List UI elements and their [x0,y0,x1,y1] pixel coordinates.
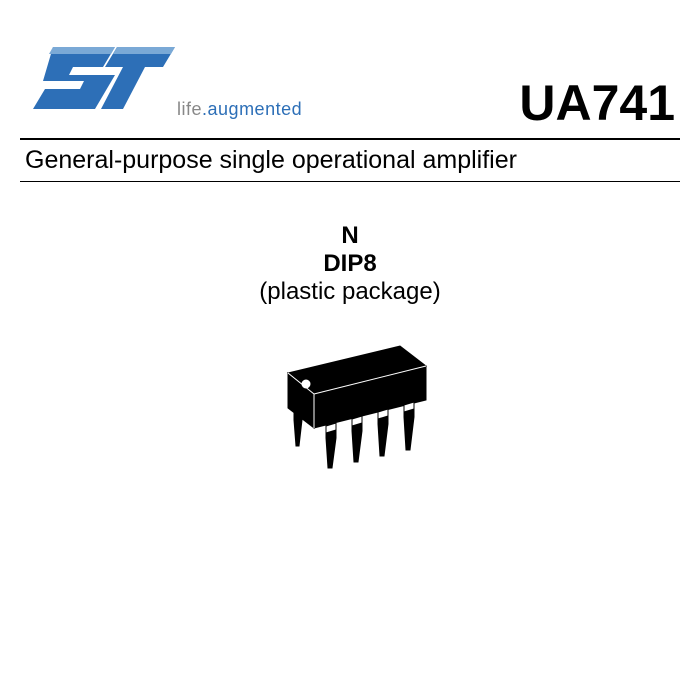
tagline-augmented: augmented [208,99,303,119]
st-logo [25,35,175,130]
package-description: (plastic package) [0,278,700,306]
dip8-chip-icon [250,328,450,488]
divider-bottom [20,181,680,182]
tagline: life.augmented [177,99,302,120]
logo-block: life.augmented [25,35,302,130]
package-block: N DIP8 (plastic package) [0,222,700,488]
part-number: UA741 [519,74,675,132]
package-code: N [0,222,700,250]
package-type: DIP8 [0,250,700,278]
tagline-life: life [177,99,202,119]
subtitle: General-purpose single operational ampli… [0,140,700,181]
header-row: life.augmented UA741 [0,0,700,138]
